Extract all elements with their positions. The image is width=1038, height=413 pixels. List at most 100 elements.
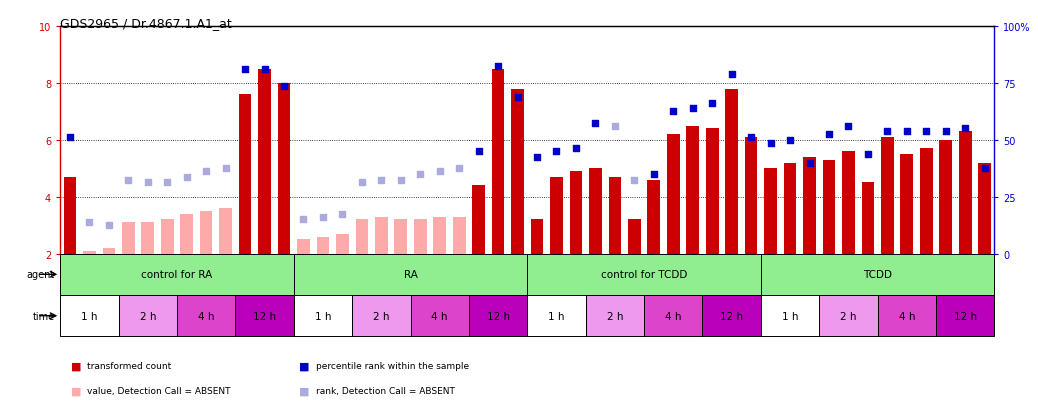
Point [237,66,253,73]
Point [918,128,934,135]
Bar [761,254,994,295]
Bar [881,138,894,254]
Point [179,174,195,180]
Bar [979,163,991,254]
Point [646,171,662,178]
Point [392,177,409,183]
Text: 2 h: 2 h [373,311,389,321]
Point [198,169,215,175]
Bar [628,220,640,254]
Bar [141,223,154,254]
Bar [550,177,563,254]
Point [821,131,838,138]
Point [81,219,98,226]
Point [626,177,643,183]
Text: ■: ■ [299,385,309,395]
Point [899,128,916,135]
Bar [590,169,602,254]
Bar [258,69,271,254]
Bar [667,135,680,254]
Text: ■: ■ [299,361,309,370]
Bar [352,295,410,337]
Bar [648,180,660,254]
Text: 2 h: 2 h [139,311,156,321]
Bar [414,220,427,254]
Bar [959,132,972,254]
Text: 4 h: 4 h [432,311,448,321]
Point [470,149,487,155]
Bar [469,295,527,337]
Point [217,166,234,172]
Bar [60,295,118,337]
Text: 4 h: 4 h [899,311,916,321]
Text: RA: RA [404,270,417,280]
Bar [644,295,703,337]
Bar [819,295,878,337]
Point [762,140,778,147]
Point [101,222,117,229]
Bar [63,177,76,254]
Bar [901,154,913,254]
Bar [297,240,309,254]
Bar [278,83,291,254]
Text: ■: ■ [71,385,81,395]
Text: 12 h: 12 h [487,311,510,321]
Bar [394,220,407,254]
Bar [585,295,644,337]
Point [432,169,448,175]
Text: rank, Detection Call = ABSENT: rank, Detection Call = ABSENT [316,386,455,395]
Bar [200,211,213,254]
Bar [686,126,699,254]
Text: control for RA: control for RA [141,270,213,280]
Text: 1 h: 1 h [548,311,565,321]
Bar [294,254,527,295]
Point [490,63,507,70]
Bar [764,169,776,254]
Text: GDS2965 / Dr.4867.1.A1_at: GDS2965 / Dr.4867.1.A1_at [60,17,231,29]
Point [840,123,856,130]
Bar [527,254,761,295]
Point [412,171,429,178]
Point [606,123,623,130]
Bar [317,237,329,254]
Text: 1 h: 1 h [315,311,331,321]
Point [859,151,876,158]
Bar [527,295,585,337]
Bar [823,160,836,254]
Point [510,95,526,101]
Point [334,211,351,218]
Point [315,214,331,221]
Bar [512,89,524,254]
Bar [570,172,582,254]
Point [977,166,993,172]
Text: agent: agent [27,270,55,280]
Bar [356,220,368,254]
Text: TCDD: TCDD [864,270,892,280]
Text: 1 h: 1 h [782,311,798,321]
Bar [706,129,718,254]
Bar [434,217,446,254]
Bar [803,157,816,254]
Text: value, Detection Call = ABSENT: value, Detection Call = ABSENT [87,386,230,395]
Bar [118,295,176,337]
Point [256,66,273,73]
Point [743,134,760,141]
Text: 4 h: 4 h [198,311,215,321]
Point [528,154,545,161]
Bar [411,295,469,337]
Bar [472,186,485,254]
Text: 4 h: 4 h [665,311,682,321]
Bar [103,248,115,254]
Point [354,180,371,186]
Point [295,216,311,223]
Text: 2 h: 2 h [606,311,623,321]
Bar [877,295,936,337]
Bar [219,209,231,254]
Point [61,134,78,141]
Point [704,100,720,107]
Point [879,128,896,135]
Bar [60,254,294,295]
Point [937,128,954,135]
Bar [375,217,387,254]
Point [957,126,974,132]
